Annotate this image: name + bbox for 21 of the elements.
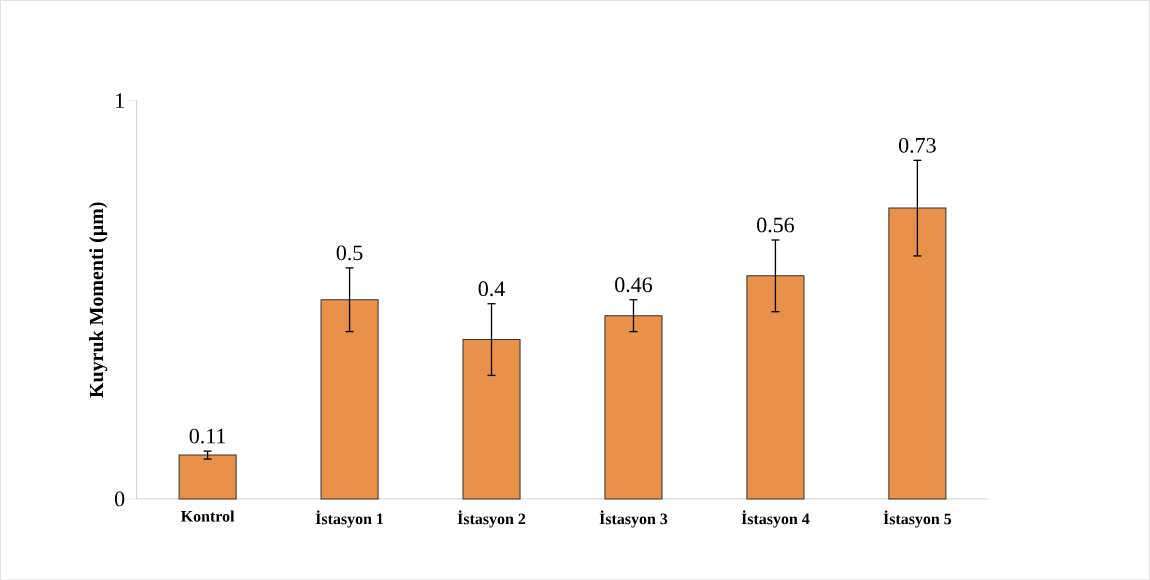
data-label: 0.5 <box>336 245 363 261</box>
bar <box>746 275 805 500</box>
data-label: 0.56 <box>757 217 794 233</box>
y-tick-label: 1 <box>116 93 124 108</box>
data-label: 0.73 <box>899 137 936 153</box>
y-tick-label: 0 <box>114 491 125 507</box>
bar <box>462 338 521 500</box>
x-tick-label: İstasyon 3 <box>599 510 668 528</box>
bar <box>178 454 237 500</box>
bar <box>604 314 663 500</box>
y-axis-title: Kuyruk Momenti (µm) <box>89 202 108 398</box>
x-tick-label: İstasyon 2 <box>457 510 526 528</box>
data-label: 0.4 <box>478 281 505 296</box>
bar <box>320 299 379 500</box>
data-label: 0.11 <box>189 428 226 444</box>
x-tick-label: İstasyon 1 <box>315 510 384 528</box>
x-tick-label: İstasyon 4 <box>741 510 810 528</box>
bar <box>888 207 947 500</box>
x-tick-label: İstasyon 5 <box>883 510 952 528</box>
x-tick-label: Kontrol <box>180 510 235 522</box>
data-label: 0.46 <box>615 277 653 292</box>
